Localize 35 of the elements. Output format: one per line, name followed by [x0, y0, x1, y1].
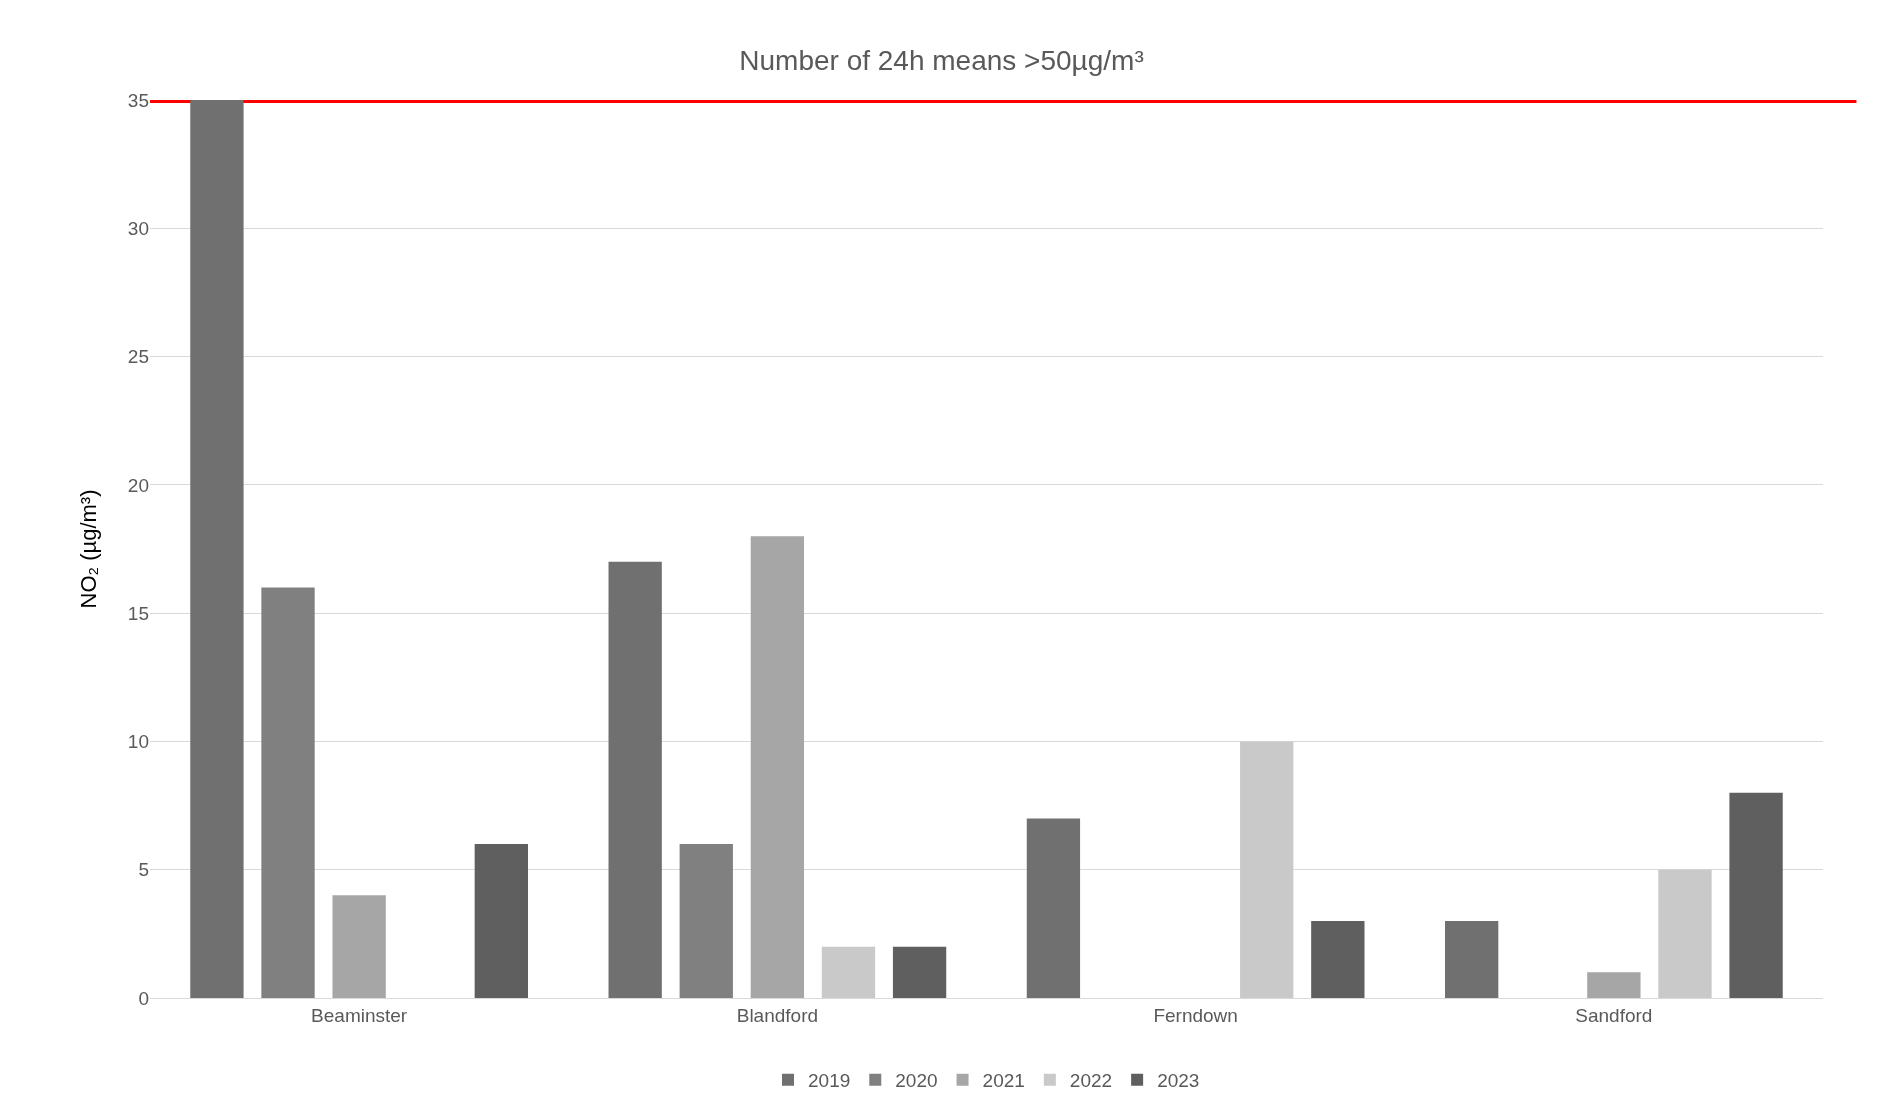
bar	[1445, 921, 1499, 998]
bar	[1311, 921, 1365, 998]
chart-title: Number of 24h means >50µg/m³	[739, 44, 1144, 76]
x-tick-label: Beaminster	[311, 1004, 408, 1026]
bar	[608, 561, 662, 998]
bar	[892, 946, 947, 998]
bar	[750, 536, 805, 998]
bar	[821, 946, 876, 998]
y-tick-label: 10	[127, 731, 149, 753]
legend-label: 2020	[895, 1070, 938, 1092]
x-tick-label: Ferndown	[1153, 1004, 1238, 1026]
y-tick-label: 35	[127, 89, 149, 111]
y-tick-label: 15	[127, 602, 149, 624]
bar	[1729, 792, 1783, 998]
bar	[190, 100, 244, 998]
legend-label: 2021	[982, 1070, 1025, 1092]
legend-label: 2019	[808, 1070, 851, 1092]
bar	[679, 844, 733, 998]
bar	[1026, 818, 1081, 998]
bar	[261, 587, 315, 998]
x-tick-label: Sandford	[1575, 1004, 1653, 1026]
y-tick-label: 0	[138, 987, 149, 1009]
bar	[474, 844, 528, 998]
legend-label: 2022	[1069, 1070, 1113, 1092]
bar	[1587, 972, 1641, 998]
bar	[1658, 869, 1712, 998]
y-tick-label: 25	[127, 346, 149, 368]
y-tick-label: 5	[138, 859, 149, 881]
y-tick-label: 20	[127, 474, 149, 496]
bar	[332, 895, 386, 998]
bar	[1240, 741, 1294, 998]
y-axis-title: NO₂ (µg/m³)	[76, 489, 101, 609]
legend-label: 2023	[1157, 1070, 1200, 1092]
x-tick-label: Blandford	[736, 1004, 819, 1026]
y-tick-label: 30	[127, 217, 149, 239]
